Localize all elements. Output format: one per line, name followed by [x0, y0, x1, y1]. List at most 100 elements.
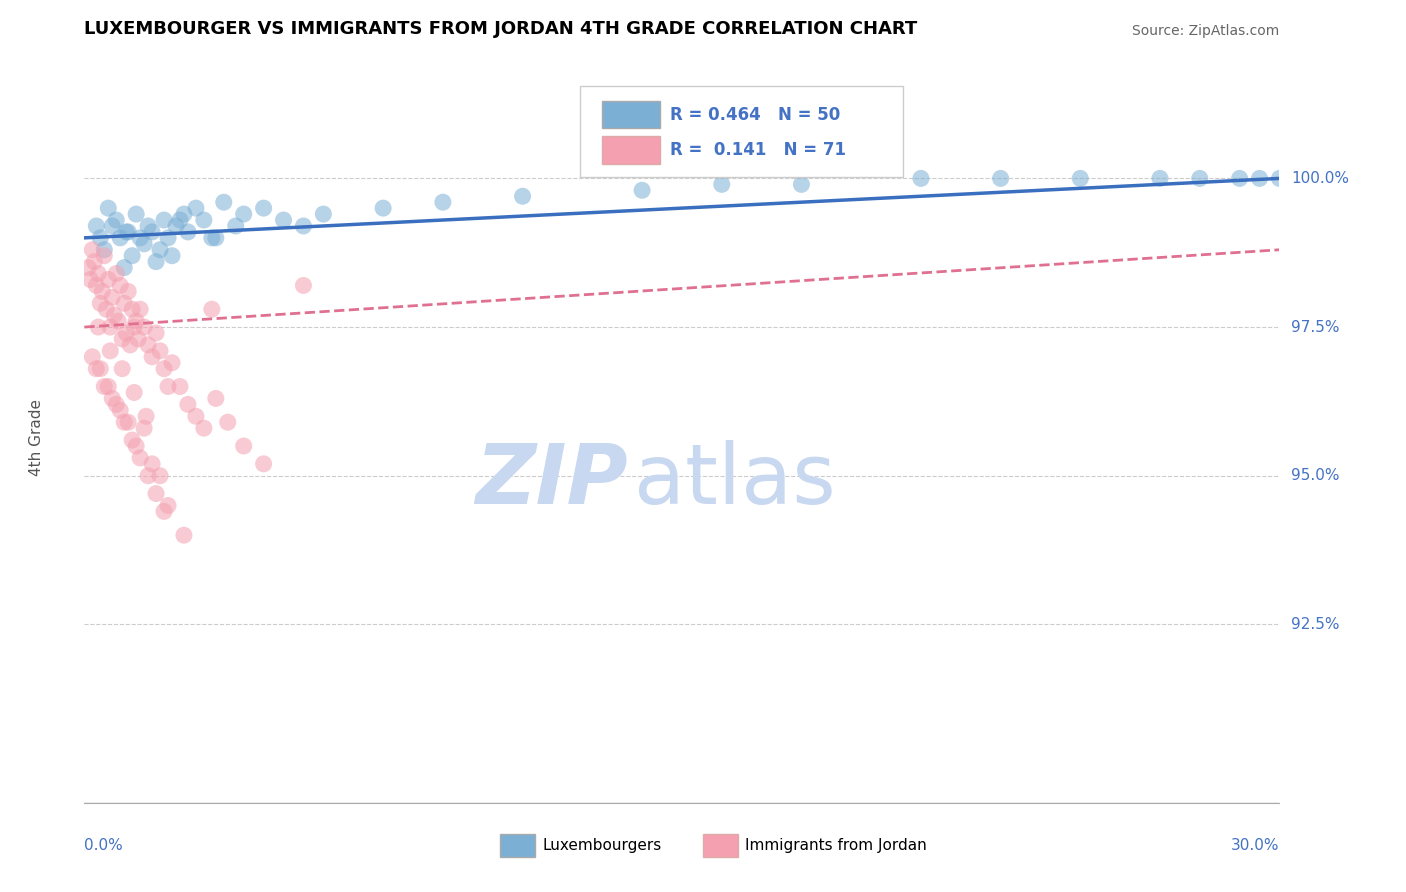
Point — [990, 171, 1012, 186]
Point — [432, 195, 454, 210]
Point — [1229, 171, 1251, 186]
Point — [117, 285, 139, 299]
Point — [373, 201, 395, 215]
Point — [105, 397, 128, 411]
Point — [205, 392, 228, 406]
Point — [145, 254, 167, 268]
Text: 4th Grade: 4th Grade — [30, 399, 44, 475]
Point — [631, 183, 654, 197]
Text: LUXEMBOURGER VS IMMIGRANTS FROM JORDAN 4TH GRADE CORRELATION CHART: LUXEMBOURGER VS IMMIGRANTS FROM JORDAN 4… — [84, 21, 918, 38]
Point — [132, 421, 156, 435]
Point — [132, 320, 156, 334]
Point — [121, 433, 143, 447]
Point — [136, 468, 159, 483]
Point — [149, 243, 172, 257]
Point — [89, 231, 111, 245]
Point — [184, 409, 207, 424]
Point — [273, 213, 295, 227]
Point — [82, 243, 104, 257]
Point — [136, 338, 159, 352]
Point — [112, 260, 135, 275]
Point — [96, 302, 118, 317]
Point — [173, 207, 195, 221]
Point — [86, 361, 108, 376]
Point — [98, 320, 121, 334]
Point — [790, 178, 813, 192]
Text: 0.0%: 0.0% — [84, 838, 124, 854]
Point — [253, 457, 276, 471]
Text: 30.0%: 30.0% — [1232, 838, 1279, 854]
Point — [98, 343, 121, 358]
Point — [253, 201, 276, 215]
Point — [141, 225, 163, 239]
Point — [125, 314, 148, 328]
Point — [93, 243, 115, 257]
Text: R = 0.464   N = 50: R = 0.464 N = 50 — [671, 105, 841, 123]
Point — [82, 350, 104, 364]
Point — [160, 356, 183, 370]
Point — [89, 296, 111, 310]
Point — [117, 225, 139, 239]
Point — [169, 213, 191, 227]
Point — [105, 267, 128, 281]
Point — [135, 409, 157, 424]
Point — [89, 361, 111, 376]
Point — [1188, 171, 1211, 186]
Point — [217, 415, 239, 429]
Point — [132, 236, 156, 251]
Text: 92.5%: 92.5% — [1292, 617, 1340, 632]
Point — [122, 385, 145, 400]
Point — [312, 207, 335, 221]
Point — [1149, 171, 1171, 186]
Point — [136, 219, 159, 233]
Point — [201, 302, 224, 317]
Text: 100.0%: 100.0% — [1292, 171, 1350, 186]
Text: 97.5%: 97.5% — [1292, 319, 1340, 334]
Point — [110, 403, 132, 417]
Point — [1069, 171, 1091, 186]
Point — [112, 296, 135, 310]
Point — [117, 415, 139, 429]
Point — [212, 195, 235, 210]
Point — [173, 528, 195, 542]
Point — [177, 225, 200, 239]
Point — [193, 421, 215, 435]
Point — [512, 189, 534, 203]
FancyBboxPatch shape — [581, 86, 903, 178]
Point — [145, 326, 167, 340]
Text: Luxembourgers: Luxembourgers — [543, 838, 661, 853]
Point — [121, 249, 143, 263]
Text: atlas: atlas — [634, 441, 835, 522]
Point — [225, 219, 247, 233]
Point — [232, 207, 254, 221]
Point — [105, 213, 128, 227]
Point — [107, 314, 129, 328]
Point — [101, 219, 124, 233]
Text: Source: ZipAtlas.com: Source: ZipAtlas.com — [1132, 24, 1279, 38]
FancyBboxPatch shape — [501, 833, 534, 857]
Point — [121, 302, 143, 317]
Text: R =  0.141   N = 71: R = 0.141 N = 71 — [671, 141, 846, 160]
Point — [125, 207, 148, 221]
Point — [184, 201, 207, 215]
FancyBboxPatch shape — [602, 136, 661, 164]
Point — [112, 415, 135, 429]
Point — [292, 278, 315, 293]
Point — [111, 361, 134, 376]
Point — [157, 379, 180, 393]
Point — [77, 260, 100, 275]
Point — [149, 468, 172, 483]
Point — [101, 392, 124, 406]
Point — [205, 231, 228, 245]
FancyBboxPatch shape — [703, 833, 738, 857]
Point — [129, 450, 152, 465]
Point — [910, 171, 932, 186]
Point — [153, 213, 176, 227]
Point — [169, 379, 191, 393]
Point — [177, 397, 200, 411]
Point — [125, 439, 148, 453]
Point — [232, 439, 254, 453]
Point — [153, 504, 176, 518]
Point — [103, 308, 125, 322]
Point — [120, 338, 142, 352]
